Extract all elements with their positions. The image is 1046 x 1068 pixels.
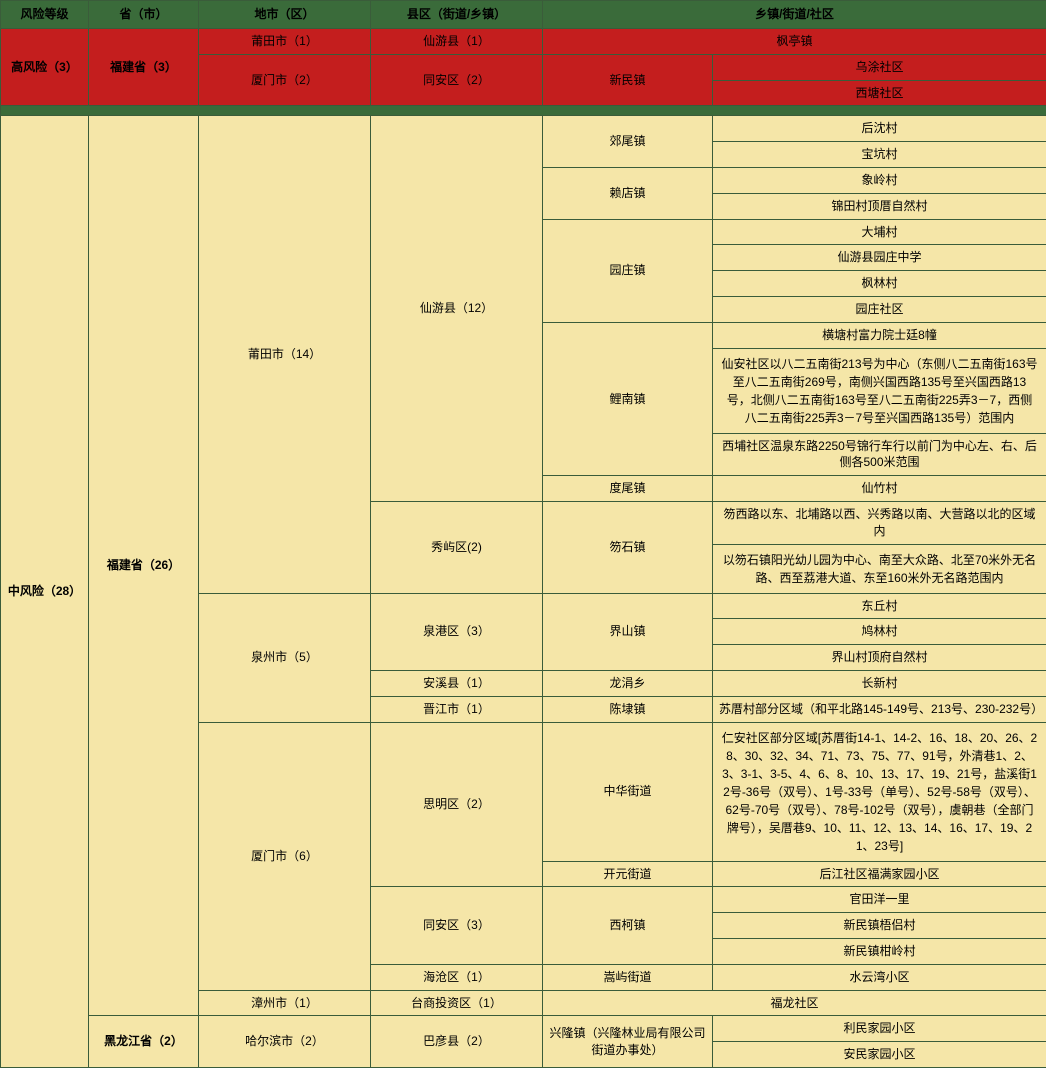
header-province: 省（市）: [89, 1, 199, 29]
county-cell: 安溪县（1）: [371, 670, 543, 696]
community-cell: 新民镇梧侣村: [713, 913, 1046, 939]
city-cell: 厦门市（6）: [199, 722, 371, 990]
city-cell: 哈尔滨市（2）: [199, 1016, 371, 1068]
community-cell: 后江社区福满家园小区: [713, 861, 1046, 887]
county-cell: 海沧区（1）: [371, 964, 543, 990]
county-cell: 同安区（2）: [371, 54, 543, 106]
community-cell: 水云湾小区: [713, 964, 1046, 990]
table-row: 中风险（28）福建省（26）莆田市（14）仙游县（12）郊尾镇后沈村: [1, 116, 1046, 142]
county-cell: 同安区（3）: [371, 887, 543, 964]
town-cell: 嵩屿街道: [543, 964, 713, 990]
community-cell: 锦田村顶厝自然村: [713, 193, 1046, 219]
community-cell: 园庄社区: [713, 296, 1046, 322]
risk-table: 风险等级 省（市） 地市（区） 县区（街道/乡镇） 乡镇/街道/社区 高风险（3…: [0, 0, 1046, 1068]
community-cell: 苏厝村部分区域（和平北路145-149号、213号、230-232号）: [713, 696, 1046, 722]
risk-label-high: 高风险（3）: [1, 29, 89, 106]
town-cell: 鲤南镇: [543, 322, 713, 475]
county-cell: 仙游县（12）: [371, 116, 543, 502]
county-cell: 台商投资区（1）: [371, 990, 543, 1016]
community-cell: 新民镇柑岭村: [713, 938, 1046, 964]
town-cell: 度尾镇: [543, 476, 713, 502]
community-cell: 乌涂社区: [713, 54, 1046, 80]
town-cell: 兴隆镇（兴隆林业局有限公司街道办事处）: [543, 1016, 713, 1068]
community-cell: 仙安社区以八二五南街213号为中心（东侧八二五南街163号至八二五南街269号，…: [713, 348, 1046, 433]
community-cell: 界山村顶府自然村: [713, 645, 1046, 671]
city-cell: 莆田市（14）: [199, 116, 371, 593]
community-cell: 仁安社区部分区域[苏厝街14-1、14-2、16、18、20、26、28、30、…: [713, 722, 1046, 861]
town-cell: 赖店镇: [543, 167, 713, 219]
table-body: 高风险（3）福建省（3）莆田市（1）仙游县（1）枫亭镇厦门市（2）同安区（2）新…: [1, 29, 1046, 1068]
city-cell: 莆田市（1）: [199, 29, 371, 55]
county-cell: 秀屿区(2): [371, 501, 543, 593]
city-cell: 漳州市（1）: [199, 990, 371, 1016]
separator: [1, 106, 1046, 116]
header-county: 县区（街道/乡镇）: [371, 1, 543, 29]
community-cell: 西埔社区温泉东路2250号锦行车行以前门为中心左、右、后侧各500米范围: [713, 433, 1046, 476]
community-cell: 仙竹村: [713, 476, 1046, 502]
header-risk: 风险等级: [1, 1, 89, 29]
town-cell: 新民镇: [543, 54, 713, 106]
community-cell: 利民家园小区: [713, 1016, 1046, 1042]
community-cell: 长新村: [713, 670, 1046, 696]
province-cell: 福建省（3）: [89, 29, 199, 106]
community-cell: 以笏石镇阳光幼儿园为中心、南至大众路、北至70米外无名路、西至荔港大道、东至16…: [713, 544, 1046, 593]
county-cell: 泉港区（3）: [371, 593, 543, 670]
header-city: 地市（区）: [199, 1, 371, 29]
town-cell: 园庄镇: [543, 219, 713, 322]
town-cell: 郊尾镇: [543, 116, 713, 168]
county-cell: 思明区（2）: [371, 722, 543, 887]
community-cell: 笏西路以东、北埔路以西、兴秀路以南、大营路以北的区域内: [713, 501, 1046, 544]
community-cell: 西塘社区: [713, 80, 1046, 106]
town-community-span: 福龙社区: [543, 990, 1046, 1016]
header-town-community: 乡镇/街道/社区: [543, 1, 1046, 29]
province-cell: 黑龙江省（2）: [89, 1016, 199, 1068]
community-cell: 横塘村富力院士廷8幢: [713, 322, 1046, 348]
header-row: 风险等级 省（市） 地市（区） 县区（街道/乡镇） 乡镇/街道/社区: [1, 1, 1046, 29]
town-cell: 笏石镇: [543, 501, 713, 593]
community-cell: 鸠林村: [713, 619, 1046, 645]
community-cell: 枫林村: [713, 271, 1046, 297]
table-row: 黑龙江省（2）哈尔滨市（2）巴彦县（2）兴隆镇（兴隆林业局有限公司街道办事处）利…: [1, 1016, 1046, 1042]
province-cell: 福建省（26）: [89, 116, 199, 1016]
community-cell: 仙游县园庄中学: [713, 245, 1046, 271]
town-cell: 中华街道: [543, 722, 713, 861]
community-cell: 安民家园小区: [713, 1042, 1046, 1068]
county-cell: 仙游县（1）: [371, 29, 543, 55]
community-cell: 后沈村: [713, 116, 1046, 142]
town-cell: 枫亭镇: [543, 29, 1046, 55]
city-cell: 泉州市（5）: [199, 593, 371, 722]
community-cell: 大埔村: [713, 219, 1046, 245]
community-cell: 宝坑村: [713, 142, 1046, 168]
risk-table-container: 风险等级 省（市） 地市（区） 县区（街道/乡镇） 乡镇/街道/社区 高风险（3…: [0, 0, 1046, 1068]
table-row: 高风险（3）福建省（3）莆田市（1）仙游县（1）枫亭镇: [1, 29, 1046, 55]
county-cell: 晋江市（1）: [371, 696, 543, 722]
town-cell: 陈埭镇: [543, 696, 713, 722]
community-cell: 象岭村: [713, 167, 1046, 193]
town-cell: 西柯镇: [543, 887, 713, 964]
table-row: [1, 106, 1046, 116]
risk-label-mid: 中风险（28）: [1, 116, 89, 1068]
town-cell: 开元街道: [543, 861, 713, 887]
community-cell: 官田洋一里: [713, 887, 1046, 913]
community-cell: 东丘村: [713, 593, 1046, 619]
county-cell: 巴彦县（2）: [371, 1016, 543, 1068]
city-cell: 厦门市（2）: [199, 54, 371, 106]
town-cell: 界山镇: [543, 593, 713, 670]
town-cell: 龙涓乡: [543, 670, 713, 696]
